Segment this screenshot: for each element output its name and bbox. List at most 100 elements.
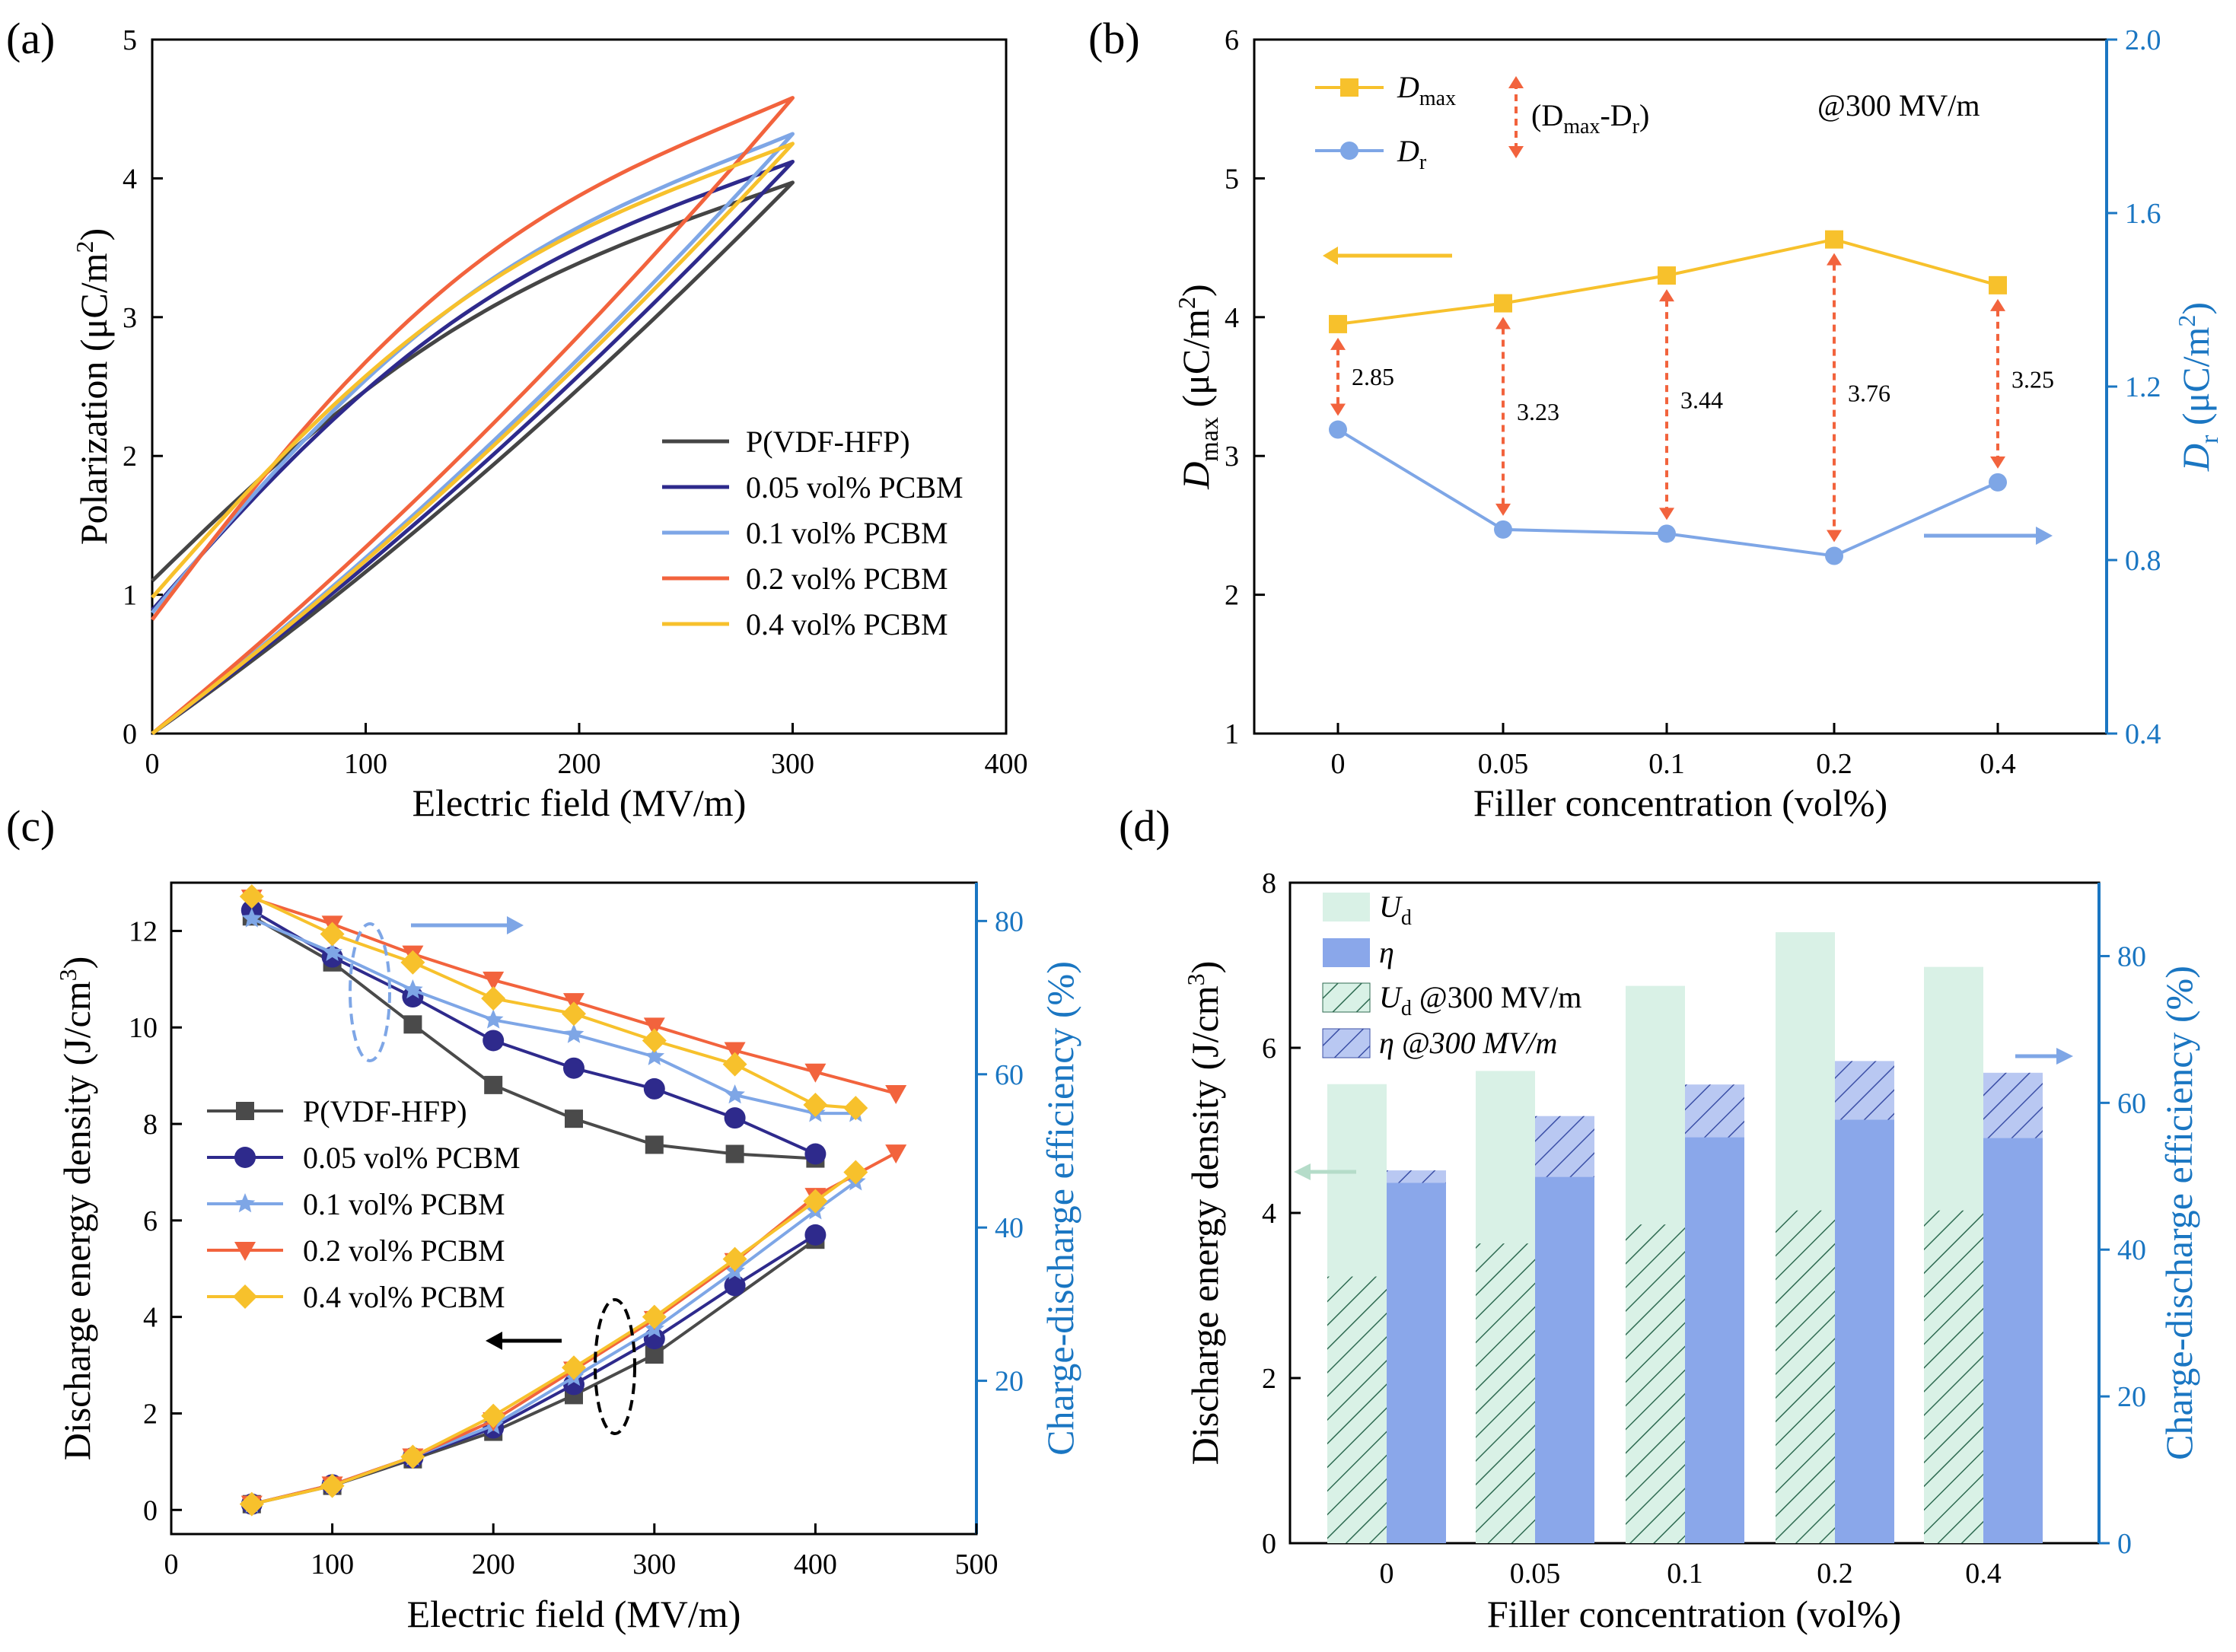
y-tick-label: 2 (123, 441, 137, 473)
point-dmax (1825, 230, 1843, 249)
diff-arrowhead-up (1330, 337, 1346, 350)
panel-c-ylabel-right: Charge-discharge efficiency (%) (1039, 961, 1081, 1456)
x-tick-label: 0 (1380, 1558, 1394, 1590)
energy-point (803, 1189, 828, 1214)
y-tick-label-left: 6 (1225, 24, 1239, 56)
efficiency-point (403, 1015, 422, 1034)
panel-d-legend: Ud η Ud @300 MV/m η @300 MV/m (1322, 890, 1581, 1060)
y-tick-label: 1 (123, 580, 137, 612)
y-tick-label-left: 12 (129, 915, 158, 947)
bar-ud-300 (1776, 1210, 1835, 1543)
legend-label: 0.4 vol% PCBM (746, 607, 948, 641)
legend-label: 0.05 vol% PCBM (303, 1141, 521, 1175)
panel-c-right-arrowhead (507, 916, 524, 934)
x-tick-label: 300 (632, 1549, 676, 1580)
energy-point (481, 1403, 506, 1428)
legend-marker (234, 1242, 256, 1261)
energy-point (239, 1491, 264, 1517)
diff-arrowhead-down (1659, 508, 1674, 520)
panel-c-left-arrowhead (486, 1332, 502, 1350)
point-dr (1494, 520, 1512, 539)
diff-arrowhead-up (1827, 253, 1842, 266)
panel-b: 0 0.05 0.1 0.2 0.4 1 2 3 4 5 6 0.4 0.8 1.2 1.6 2.0 2.85… (1173, 24, 2224, 824)
y-tick-label-left: 0 (143, 1494, 158, 1526)
y-tick-label-right: 40 (995, 1212, 1024, 1244)
y-tick-label: 3 (123, 302, 137, 334)
efficiency-point (563, 1023, 584, 1043)
x-tick-label: 0 (145, 748, 160, 780)
panel-d-bars (1327, 932, 2043, 1543)
efficiency-point (484, 1075, 503, 1094)
efficiency-point (725, 1084, 745, 1104)
panel-c-series (239, 884, 907, 1517)
efficiency-point (804, 1063, 827, 1083)
panel-label-d: (d) (1119, 801, 1171, 851)
diff-arrowhead-up (1495, 317, 1511, 329)
legend-marker (233, 1284, 257, 1309)
bar-eta (1685, 1137, 1744, 1543)
panel-b-field-note: @300 MV/m (1817, 88, 1980, 123)
y-tick-label-left: 1 (1225, 718, 1239, 750)
x-tick-label: 0 (1331, 748, 1346, 780)
efficiency-point (644, 1046, 665, 1065)
efficiency-point (885, 1084, 907, 1104)
y-tick-label-left: 8 (1262, 867, 1276, 899)
legend-eta300-swatch (1322, 1028, 1371, 1058)
legend-eta300-label: η @300 MV/m (1379, 1026, 1557, 1060)
panel-a-ticks: 0 100 200 300 400 0 1 2 3 4 5 (123, 24, 1028, 780)
diff-value: 3.76 (1848, 380, 1890, 407)
x-tick-label: 0.1 (1648, 748, 1685, 780)
panel-a-legend: P(VDF-HFP) 0.05 vol% PCBM 0.1 vol% PCBM 0.2… (662, 425, 964, 641)
energy-point (804, 1224, 827, 1246)
point-dr (1825, 546, 1843, 565)
efficiency-point (724, 1042, 746, 1062)
legend-label: 0.2 vol% PCBM (746, 562, 948, 596)
loop-0-05-vol-pcbm (151, 160, 795, 736)
efficiency-point (400, 950, 425, 975)
y-tick-label-left: 2 (143, 1398, 158, 1430)
loop-0-4-vol-pcbm (151, 142, 795, 735)
bar-ud-300 (1476, 1243, 1535, 1543)
efficiency-point (483, 1030, 505, 1052)
energy-line (251, 1170, 857, 1506)
diff-arrowhead-up (1990, 298, 2005, 311)
y-tick-label-right: 0 (2117, 1528, 2132, 1560)
y-tick-label-left: 6 (143, 1205, 158, 1237)
panel-d-xlabel: Filler concentration (vol%) (1487, 1593, 1901, 1635)
efficiency-point (322, 941, 342, 961)
panel-d-ylabel-left: Discharge energy density (J/cm3) (1182, 961, 1226, 1466)
legend-diff-label: (Dmax-Dr) (1531, 98, 1649, 138)
x-tick-label: 300 (771, 748, 814, 780)
y-tick-label-left: 2 (1262, 1363, 1276, 1395)
legend-ud300-swatch (1322, 982, 1371, 1013)
legend-ud300-label: Ud @300 MV/m (1379, 980, 1581, 1020)
diff-value: 3.25 (2011, 365, 2054, 393)
efficiency-point (481, 986, 506, 1011)
energy-point (843, 1160, 868, 1185)
legend-label: P(VDF-HFP) (746, 425, 910, 459)
panel-b-diff-arrows: 2.85 3.23 3.44 3.76 3.25 (1330, 253, 2054, 543)
y-tick-label-left: 4 (1262, 1198, 1276, 1230)
energy-point (885, 1144, 907, 1164)
panel-b-right-arrowhead (2036, 527, 2053, 545)
panel-b-series (1329, 230, 2007, 565)
energy-point (320, 1473, 345, 1498)
x-tick-label: 0.2 (1817, 1558, 1853, 1590)
efficiency-point (804, 1143, 827, 1165)
efficiency-point (403, 979, 423, 999)
energy-point (562, 1355, 586, 1380)
y-tick-label-left: 5 (1225, 163, 1239, 195)
point-dr (1329, 420, 1347, 439)
panel-c-legend: P(VDF-HFP) 0.05 vol% PCBM 0.1 vol% PCBM 0.2… (207, 1094, 521, 1314)
y-tick-label-right: 20 (995, 1366, 1024, 1398)
efficiency-line (250, 915, 816, 1160)
legend-dr-marker (1340, 142, 1358, 160)
efficiency-point (803, 1093, 828, 1118)
legend-marker (234, 1147, 256, 1168)
panel-label-c: (c) (6, 801, 55, 851)
legend-dr-label: Dr (1397, 134, 1427, 174)
point-dmax (1989, 275, 2007, 294)
energy-point (724, 1275, 746, 1297)
point-dmax (1494, 294, 1512, 313)
